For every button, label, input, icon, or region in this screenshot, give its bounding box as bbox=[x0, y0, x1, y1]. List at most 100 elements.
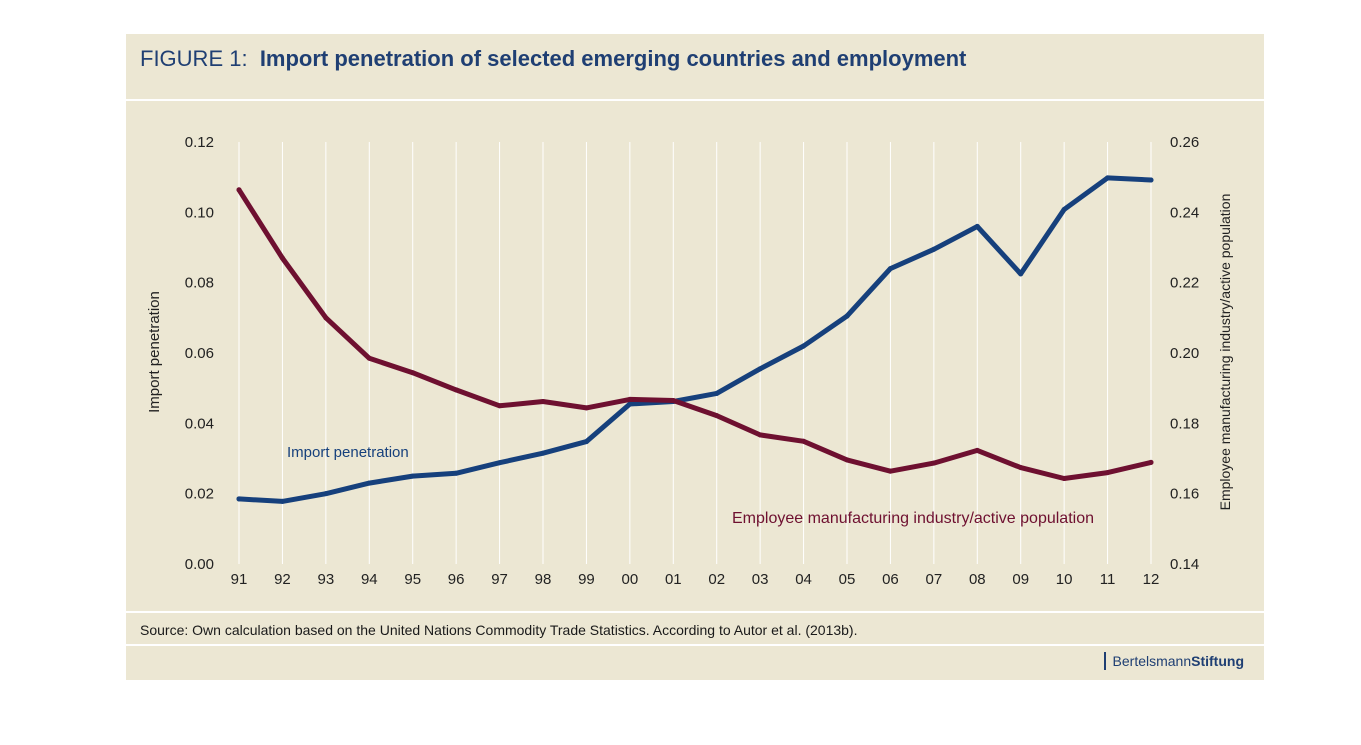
data-point-employment-07 bbox=[931, 460, 937, 466]
data-point-employment-08 bbox=[974, 447, 980, 453]
logo-part2: Stiftung bbox=[1191, 653, 1244, 669]
data-point-employment-02 bbox=[714, 413, 720, 419]
x-tick-label-07: 07 bbox=[926, 571, 943, 588]
data-point-import-91 bbox=[236, 496, 242, 502]
x-tick-label-98: 98 bbox=[535, 571, 552, 588]
data-point-employment-00 bbox=[627, 396, 633, 402]
data-point-import-12 bbox=[1148, 177, 1154, 183]
y-left-tick-label: 0.02 bbox=[185, 486, 214, 503]
y-left-tick-label: 0.10 bbox=[185, 204, 214, 221]
y-left-tick-label: 0.08 bbox=[185, 275, 214, 292]
data-point-employment-12 bbox=[1148, 459, 1154, 465]
x-tick-label-99: 99 bbox=[578, 571, 595, 588]
x-tick-label-97: 97 bbox=[491, 571, 508, 588]
data-point-employment-93 bbox=[323, 315, 329, 321]
data-point-employment-97 bbox=[497, 403, 503, 409]
chart-labels: Import penetration Employee manufacturing… bbox=[287, 444, 1094, 527]
x-tick-label-01: 01 bbox=[665, 571, 682, 588]
data-point-import-11 bbox=[1105, 175, 1111, 181]
series-line-employment bbox=[236, 187, 1154, 481]
figure-title-text: Import penetration of selected emerging … bbox=[259, 46, 967, 71]
x-tick-label-96: 96 bbox=[448, 571, 465, 588]
source-divider bbox=[126, 644, 1264, 646]
data-point-import-10 bbox=[1061, 207, 1067, 213]
data-point-import-96 bbox=[453, 470, 459, 476]
y-left-tick-label: 0.04 bbox=[185, 415, 214, 432]
y-right-tick-label: 0.24 bbox=[1170, 204, 1199, 221]
y-left-tick-label: 0.06 bbox=[185, 345, 214, 362]
data-point-import-93 bbox=[323, 491, 329, 497]
data-point-import-95 bbox=[410, 473, 416, 479]
y-right-tick-label: 0.26 bbox=[1170, 134, 1199, 151]
data-point-employment-05 bbox=[844, 457, 850, 463]
series-line-import-penetration bbox=[236, 175, 1154, 504]
data-point-import-03 bbox=[757, 366, 763, 372]
y-right-axis-title: Employee manufacturing industry/active p… bbox=[1217, 194, 1233, 511]
figure-number: FIGURE 1: bbox=[140, 46, 248, 71]
x-tick-label-09: 09 bbox=[1012, 571, 1029, 588]
data-point-employment-10 bbox=[1061, 476, 1067, 482]
y-right-tick-label: 0.20 bbox=[1170, 345, 1199, 362]
x-tick-label-91: 91 bbox=[231, 571, 248, 588]
x-tick-label-95: 95 bbox=[404, 571, 421, 588]
chart-divider bbox=[126, 611, 1264, 613]
data-point-employment-96 bbox=[453, 387, 459, 393]
data-point-import-92 bbox=[279, 498, 285, 504]
x-tick-label-05: 05 bbox=[839, 571, 856, 588]
chart-series bbox=[236, 175, 1154, 504]
x-tick-label-10: 10 bbox=[1056, 571, 1073, 588]
data-point-import-06 bbox=[887, 266, 893, 272]
data-point-employment-03 bbox=[757, 432, 763, 438]
source-note: Source: Own calculation based on the Uni… bbox=[140, 622, 858, 638]
title-divider bbox=[126, 99, 1264, 101]
series-label-employment: Employee manufacturing industry/active p… bbox=[732, 510, 1094, 527]
line-chart: 91 92 93 94 95 96 97 98 99 00 01 02 03 04 05 06 07 08 09 10… bbox=[146, 134, 1233, 588]
chart-axes: 91 92 93 94 95 96 97 98 99 00 01 02 03 04 05 06 07 08 09 10… bbox=[146, 134, 1233, 588]
data-point-employment-06 bbox=[887, 468, 893, 474]
data-point-employment-94 bbox=[366, 355, 372, 361]
data-point-employment-92 bbox=[279, 255, 285, 261]
data-point-import-04 bbox=[801, 343, 807, 349]
y-right-tick-label: 0.14 bbox=[1170, 556, 1199, 573]
data-point-import-98 bbox=[540, 450, 546, 456]
data-point-employment-09 bbox=[1018, 465, 1024, 471]
x-tick-label-00: 00 bbox=[622, 571, 639, 588]
y-right-tick-label: 0.22 bbox=[1170, 275, 1199, 292]
data-point-employment-99 bbox=[583, 405, 589, 411]
series-label-import-penetration: Import penetration bbox=[287, 444, 409, 461]
x-tick-label-93: 93 bbox=[318, 571, 335, 588]
x-tick-label-02: 02 bbox=[708, 571, 725, 588]
data-point-import-08 bbox=[974, 223, 980, 229]
y-left-tick-label: 0.12 bbox=[185, 134, 214, 151]
x-tick-label-06: 06 bbox=[882, 571, 899, 588]
y-right-tick-label: 0.16 bbox=[1170, 486, 1199, 503]
x-tick-label-94: 94 bbox=[361, 571, 378, 588]
y-left-axis-title: Import penetration bbox=[146, 291, 163, 413]
y-right-tick-label: 0.18 bbox=[1170, 415, 1199, 432]
data-point-employment-01 bbox=[670, 397, 676, 403]
data-point-import-99 bbox=[583, 439, 589, 445]
data-point-import-97 bbox=[497, 460, 503, 466]
logo-part1: Bertelsmann bbox=[1112, 653, 1192, 669]
y-left-tick-label: 0.00 bbox=[185, 556, 214, 573]
data-point-import-02 bbox=[714, 390, 720, 396]
x-tick-label-04: 04 bbox=[795, 571, 812, 588]
data-point-import-07 bbox=[931, 246, 937, 252]
figure-panel: FIGURE 1: Import penetration of selected… bbox=[126, 34, 1264, 680]
grid-lines bbox=[238, 142, 1152, 564]
x-tick-label-12: 12 bbox=[1143, 571, 1160, 588]
data-point-employment-95 bbox=[410, 370, 416, 376]
data-point-employment-11 bbox=[1105, 470, 1111, 476]
x-tick-label-03: 03 bbox=[752, 571, 769, 588]
x-tick-label-11: 11 bbox=[1100, 571, 1116, 588]
data-point-import-05 bbox=[844, 313, 850, 319]
x-tick-label-92: 92 bbox=[274, 571, 291, 588]
bertelsmann-stiftung-logo: BertelsmannStiftung bbox=[1103, 652, 1244, 670]
figure-title: FIGURE 1: Import penetration of selected… bbox=[140, 46, 966, 72]
data-point-employment-98 bbox=[540, 399, 546, 405]
x-tick-label-08: 08 bbox=[969, 571, 986, 588]
data-point-import-00 bbox=[627, 401, 633, 407]
data-point-employment-04 bbox=[801, 438, 807, 444]
data-point-import-94 bbox=[366, 480, 372, 486]
data-point-import-09 bbox=[1018, 271, 1024, 277]
